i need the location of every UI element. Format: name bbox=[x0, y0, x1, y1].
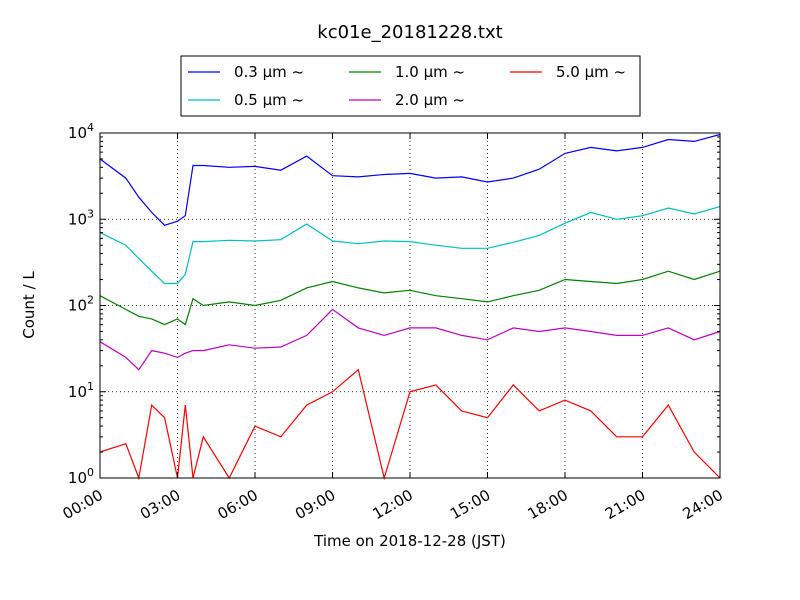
y-tick-label: 100 bbox=[68, 466, 94, 487]
series-line bbox=[99, 133, 721, 226]
x-tick-label: 21:00 bbox=[602, 486, 648, 523]
y-tick-label: 104 bbox=[68, 121, 94, 142]
x-tick-label: 09:00 bbox=[292, 486, 338, 523]
series-line bbox=[99, 308, 721, 371]
y-tick-labels: 100 101 102 103 104 bbox=[68, 121, 94, 487]
x-tick-label: 03:00 bbox=[137, 486, 183, 523]
series-line bbox=[99, 206, 721, 285]
legend-label: 5.0 μm ~ bbox=[556, 63, 626, 81]
x-tick-label: 24:00 bbox=[680, 486, 726, 523]
x-tick-label: 00:00 bbox=[60, 486, 106, 523]
legend-box bbox=[180, 55, 641, 117]
y-tick-label: 101 bbox=[68, 380, 94, 401]
x-axis-label: Time on 2018-12-28 (JST) bbox=[313, 532, 506, 550]
legend-label: 0.5 μm ~ bbox=[234, 91, 304, 109]
grid bbox=[100, 133, 720, 478]
y-tick-label: 103 bbox=[68, 207, 94, 228]
legend-label: 0.3 μm ~ bbox=[234, 63, 304, 81]
x-tick-label: 15:00 bbox=[447, 486, 493, 523]
x-tick-label: 06:00 bbox=[215, 486, 261, 523]
tick-marks bbox=[99, 132, 721, 479]
series-line bbox=[99, 368, 721, 481]
legend-label: 2.0 μm ~ bbox=[395, 91, 465, 109]
series-line bbox=[99, 270, 721, 326]
y-tick-label: 102 bbox=[68, 294, 94, 315]
x-tick-label: 18:00 bbox=[525, 486, 571, 523]
legend-label: 1.0 μm ~ bbox=[395, 63, 465, 81]
x-tick-labels: 00:00 03:00 06:00 09:00 12:00 15:00 18:00 21:00… bbox=[60, 486, 726, 523]
plot-series bbox=[99, 133, 721, 481]
legend: 0.3 μm ~ 0.5 μm ~ 1.0 μm ~ 2.0 μm ~ 5.0 μm ~ bbox=[180, 55, 641, 117]
x-tick-label: 12:00 bbox=[370, 486, 416, 523]
chart-title: kc01e_20181228.txt bbox=[317, 22, 502, 43]
y-axis-label: Count / L bbox=[20, 271, 38, 339]
